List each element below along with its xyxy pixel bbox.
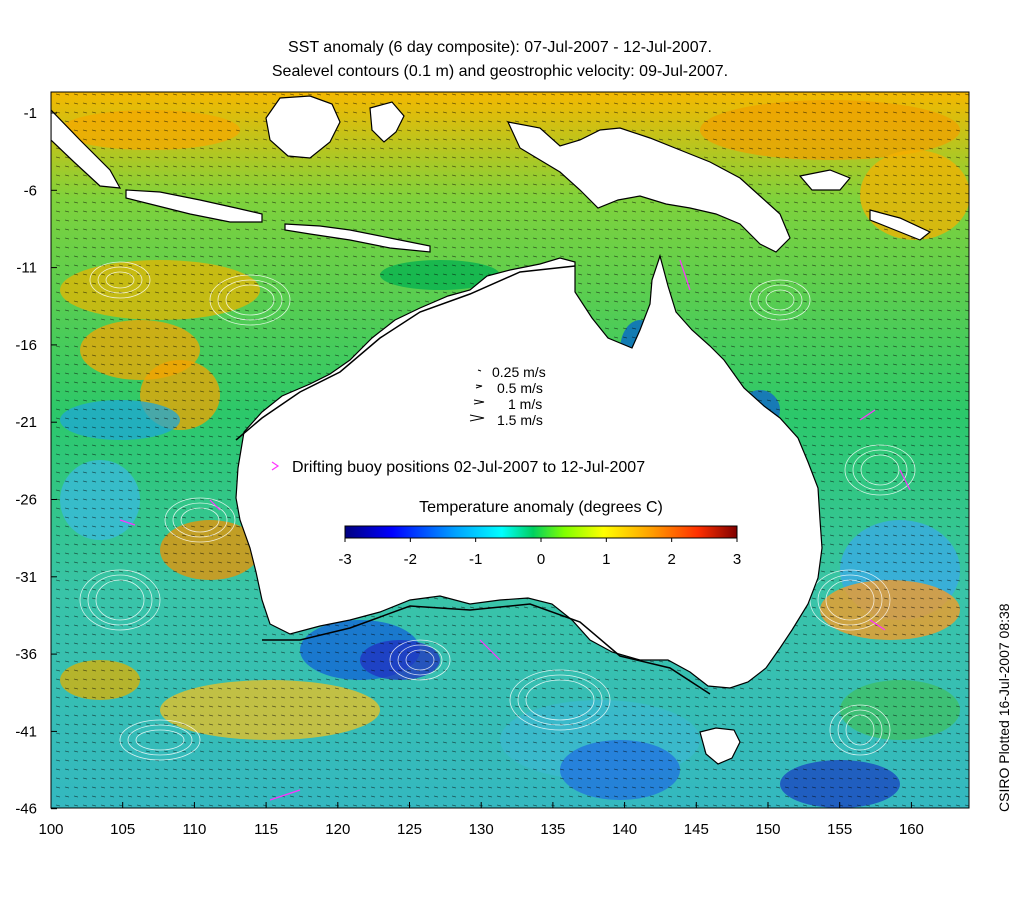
colorbar-tick-label: -1 bbox=[469, 551, 482, 568]
x-tick-label: 110 bbox=[182, 821, 206, 838]
x-tick-label: 120 bbox=[325, 821, 350, 838]
colorbar-tick-label: 1 bbox=[602, 551, 610, 568]
x-tick-label: 145 bbox=[684, 821, 709, 838]
velocity-legend: 0.25 m/s 0.5 m/s 1 m/s 1.5 m/s bbox=[469, 364, 546, 428]
y-tick-label: -26 bbox=[15, 492, 37, 509]
x-tick-label: 140 bbox=[612, 821, 637, 838]
credit-label: CSIRO Plotted 16-Jul-2007 08:38 bbox=[996, 603, 1012, 812]
velocity-legend-label: 0.5 m/s bbox=[497, 380, 543, 396]
y-tick-label: -41 bbox=[15, 723, 37, 740]
colorbar-title: Temperature anomaly (degrees C) bbox=[419, 499, 663, 516]
colorbar-tick-label: 0 bbox=[537, 551, 545, 568]
velocity-legend-label: 1.5 m/s bbox=[497, 412, 543, 428]
buoy-marker-icon bbox=[271, 461, 280, 471]
y-tick-label: -11 bbox=[16, 260, 37, 277]
colorbar-tick-label: -3 bbox=[338, 551, 351, 568]
y-tick-label: -21 bbox=[15, 414, 37, 431]
title-line-2: Sealevel contours (0.1 m) and geostrophi… bbox=[271, 63, 729, 80]
x-tick-label: 115 bbox=[254, 821, 278, 838]
x-tick-label: 125 bbox=[397, 821, 422, 838]
sst-field bbox=[51, 92, 969, 808]
colorbar: Temperature anomaly (degrees C) -3 -2 -1 0 1… bbox=[338, 499, 741, 568]
velocity-legend-label: 1 m/s bbox=[508, 396, 542, 412]
x-tick-label: 155 bbox=[827, 821, 852, 838]
plot-frame bbox=[50, 91, 970, 809]
velocity-legend-label: 0.25 m/s bbox=[492, 364, 546, 380]
x-tick-label: 135 bbox=[540, 821, 565, 838]
colorbar-scale bbox=[344, 525, 738, 539]
x-axis: 100 105 110 115 120 125 130 135 140 145 150 155 160 bbox=[38, 802, 924, 838]
title-line-1: SST anomaly (6 day composite): 07-Jul-20… bbox=[288, 39, 712, 56]
x-tick-label: 160 bbox=[899, 821, 924, 838]
y-tick-label: -1 bbox=[24, 105, 37, 122]
y-tick-label: -6 bbox=[24, 182, 37, 199]
x-tick-label: 105 bbox=[110, 821, 135, 838]
y-tick-label: -36 bbox=[15, 646, 37, 663]
y-tick-label: -16 bbox=[15, 337, 37, 354]
y-tick-label: -31 bbox=[15, 569, 37, 586]
land bbox=[51, 95, 932, 765]
colorbar-tick-label: 2 bbox=[667, 551, 675, 568]
y-tick-label: -46 bbox=[15, 801, 37, 818]
buoy-legend: Drifting buoy positions 02-Jul-2007 to 1… bbox=[271, 459, 645, 476]
colorbar-tick-label: -2 bbox=[404, 551, 417, 568]
x-tick-label: 130 bbox=[469, 821, 494, 838]
x-tick-label: 150 bbox=[755, 821, 780, 838]
buoy-legend-label: Drifting buoy positions 02-Jul-2007 to 1… bbox=[292, 459, 645, 476]
colorbar-tick-label: 3 bbox=[733, 551, 741, 568]
y-axis: -1 -6 -11 -16 -21 -26 -31 -36 -41 -46 bbox=[15, 105, 57, 818]
x-tick-label: 100 bbox=[38, 821, 63, 838]
